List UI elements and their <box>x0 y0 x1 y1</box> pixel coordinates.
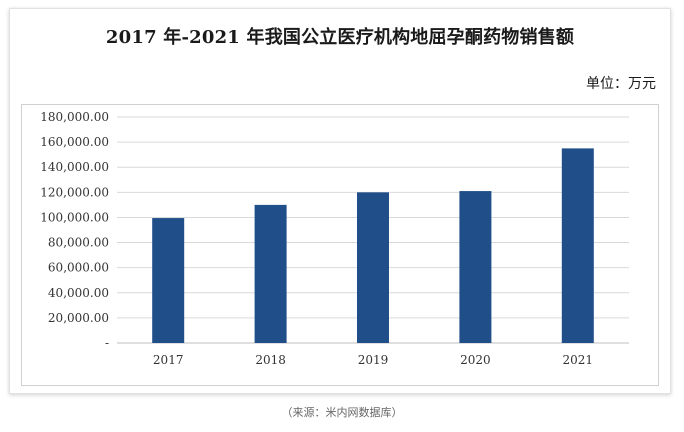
unit-label: 单位：万元 <box>586 76 656 92</box>
y-tick-label: 60,000.00 <box>48 261 109 275</box>
y-tick-label: - <box>105 336 109 350</box>
bar <box>561 148 594 343</box>
y-tick-label: 120,000.00 <box>40 185 109 199</box>
x-tick-label: 2017 <box>153 353 184 367</box>
x-tick-label: 2018 <box>255 353 286 367</box>
chart-frame: 2017 年-2021 年我国公立医疗机构地屈孕酮药物销售额 单位：万元 - 20… <box>9 8 671 394</box>
y-tick-label: 180,000.00 <box>40 110 109 124</box>
x-tick-label: 2020 <box>460 353 491 367</box>
x-tick-label: 2021 <box>563 353 594 367</box>
bar <box>357 192 389 343</box>
y-tick-label: 40,000.00 <box>48 286 109 300</box>
y-tick-label: 140,000.00 <box>40 160 109 174</box>
source-caption: （来源：米内网数据库） <box>281 406 403 419</box>
y-tick-label: 100,000.00 <box>40 210 109 224</box>
bar-chart: - 20,000.00 40,000.00 60,000.00 80,000.00 100… <box>40 110 629 367</box>
chart-title: 2017 年-2021 年我国公立医疗机构地屈孕酮药物销售额 <box>105 27 575 48</box>
x-tick-label: 2019 <box>358 353 389 367</box>
plot-area-border <box>21 104 659 386</box>
y-tick-label: 20,000.00 <box>48 311 109 325</box>
bar <box>459 191 492 343</box>
y-tick-label: 80,000.00 <box>48 236 109 250</box>
y-tick-label: 160,000.00 <box>40 135 109 149</box>
bar <box>152 218 185 343</box>
bar <box>254 204 287 343</box>
